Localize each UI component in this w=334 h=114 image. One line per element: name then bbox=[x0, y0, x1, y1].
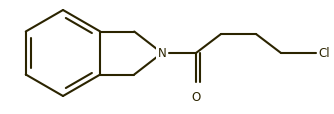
Text: O: O bbox=[191, 90, 201, 103]
Text: N: N bbox=[158, 47, 166, 60]
Text: Cl: Cl bbox=[318, 47, 330, 60]
